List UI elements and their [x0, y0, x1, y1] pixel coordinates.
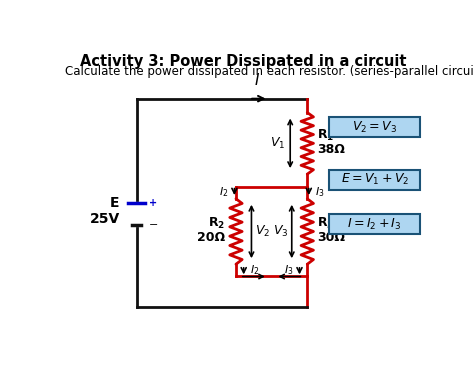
Text: $I = I_2 + I_3$: $I = I_2 + I_3$ [347, 217, 402, 232]
Text: 38Ω: 38Ω [317, 143, 345, 156]
Text: Calculate the power dissipated in each resistor. (series-parallel circuit): Calculate the power dissipated in each r… [65, 65, 474, 78]
Text: +: + [149, 198, 157, 209]
Text: −: − [149, 220, 158, 230]
Text: $E = V_1 + V_2$: $E = V_1 + V_2$ [340, 172, 409, 187]
Text: $I_2$: $I_2$ [219, 185, 228, 199]
Text: $I$: $I$ [254, 72, 260, 88]
Text: 25V: 25V [90, 212, 120, 226]
FancyBboxPatch shape [329, 117, 420, 137]
FancyBboxPatch shape [329, 169, 420, 189]
Text: $\mathbf{R_3}$: $\mathbf{R_3}$ [317, 216, 335, 231]
Text: $V_2$: $V_2$ [255, 223, 270, 239]
Text: $I_3$: $I_3$ [284, 263, 293, 277]
Text: $V_3$: $V_3$ [273, 223, 289, 239]
Text: 30Ω: 30Ω [317, 231, 346, 244]
Text: $\mathbf{R_2}$: $\mathbf{R_2}$ [208, 216, 225, 231]
Text: 20Ω: 20Ω [197, 231, 225, 244]
FancyBboxPatch shape [329, 214, 420, 234]
Text: $I_2$: $I_2$ [250, 263, 259, 277]
Text: $\mathbf{R_1}$: $\mathbf{R_1}$ [317, 128, 335, 143]
Text: $V_2 = V_3$: $V_2 = V_3$ [352, 120, 397, 135]
Text: Activity 3: Power Dissipated in a circuit: Activity 3: Power Dissipated in a circui… [80, 54, 406, 69]
Text: $V_1$: $V_1$ [270, 136, 285, 151]
Text: E: E [110, 196, 120, 210]
Text: $I_3$: $I_3$ [315, 185, 325, 199]
